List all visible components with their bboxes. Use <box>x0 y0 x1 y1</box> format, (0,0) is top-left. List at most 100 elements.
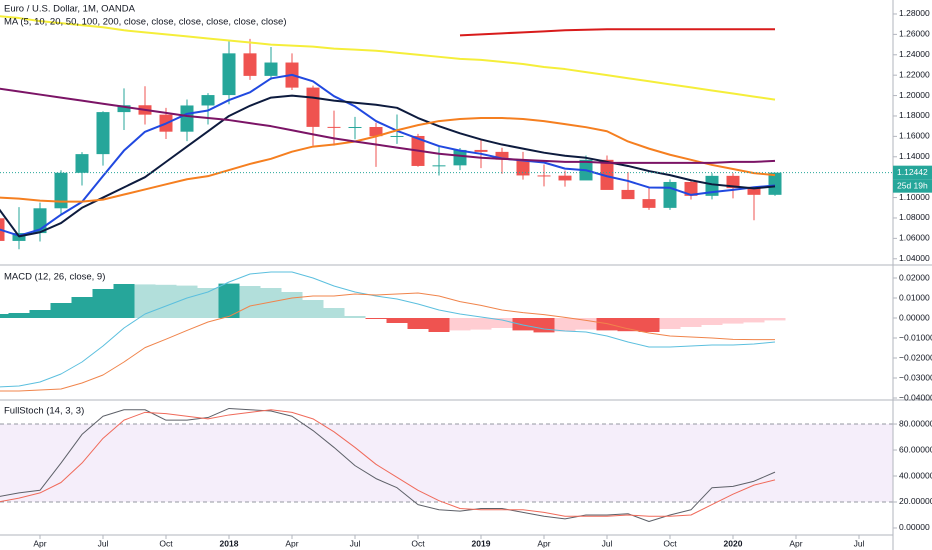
histogram-bar <box>386 318 408 323</box>
histogram-bar <box>365 318 387 319</box>
chart-title: Euro / U.S. Dollar, 1M, OANDA <box>4 4 136 15</box>
y-tick-label: 1.04000 <box>899 253 930 263</box>
candle-body <box>327 126 341 128</box>
histogram-bar <box>428 318 450 332</box>
histogram-bar <box>218 283 240 318</box>
y-tick-label: 1.10000 <box>899 192 930 202</box>
histogram-bar <box>722 318 744 324</box>
histogram-bar <box>8 313 30 318</box>
y-tick-label: 1.18000 <box>899 110 930 120</box>
candle-body <box>516 159 530 176</box>
candle-body <box>642 199 656 208</box>
histogram-bar <box>323 308 345 318</box>
stoch-legend: FullStoch (14, 3, 3) <box>4 406 84 417</box>
candle-body <box>201 95 215 106</box>
candle-body <box>390 135 404 137</box>
histogram-bar <box>554 318 576 332</box>
moving-average <box>0 87 776 164</box>
x-tick-label: 2019 <box>472 538 491 548</box>
y-tick-label: 0.00000 <box>899 312 930 322</box>
histogram-bar <box>344 316 366 318</box>
x-tick-label: Jul <box>854 538 865 548</box>
y-tick-label: −0.02000 <box>899 352 932 362</box>
candle-body <box>306 87 320 127</box>
candle-body <box>180 105 194 132</box>
axes: 1.28000 1.26000 1.24000 1.22000 1.20000 1.180… <box>33 8 932 548</box>
stoch-pane <box>0 407 893 522</box>
y-tick-label: 0.01000 <box>899 292 930 302</box>
histogram-bar <box>197 288 219 318</box>
stoch-line <box>0 407 776 522</box>
candle-body <box>348 126 362 128</box>
histogram-bar <box>575 318 597 330</box>
macd-line <box>0 271 776 388</box>
histogram-bar <box>71 297 93 318</box>
y-tick-label: 1.28000 <box>899 8 930 18</box>
candle-body <box>96 112 110 155</box>
moving-average <box>459 28 775 37</box>
y-tick-label: 1.22000 <box>899 69 930 79</box>
histogram-bar <box>92 289 114 318</box>
moving-average <box>0 94 776 238</box>
candle-body <box>432 165 446 167</box>
y-tick-label: 40.00000 <box>899 470 932 480</box>
y-tick-label: 1.06000 <box>899 233 930 243</box>
y-tick-label: 1.14000 <box>899 151 930 161</box>
x-tick-label: Jul <box>350 538 361 548</box>
x-tick-label: Apr <box>537 538 550 548</box>
y-tick-label: −0.04000 <box>899 392 932 402</box>
band-fill <box>0 424 893 502</box>
x-tick-label: Oct <box>411 538 425 548</box>
macd-legend: MACD (12, 26, close, 9) <box>4 272 105 283</box>
macd-line <box>0 292 775 392</box>
candle-body <box>75 154 89 173</box>
candle-body <box>747 188 761 195</box>
y-tick-label: 80.00000 <box>899 418 932 428</box>
countdown-label: 25d 19h <box>897 180 928 190</box>
candle-body <box>243 53 257 76</box>
moving-average <box>0 73 776 237</box>
histogram-bar <box>260 288 282 318</box>
y-tick-label: −0.01000 <box>899 332 932 342</box>
histogram-bar <box>491 318 513 328</box>
histogram-bar <box>680 318 702 327</box>
x-tick-label: 2018 <box>220 538 239 548</box>
histogram-bar <box>596 318 618 331</box>
histogram-bar <box>407 318 429 329</box>
candle-body <box>369 126 383 137</box>
y-tick-label: −0.03000 <box>899 372 932 382</box>
x-tick-label: Apr <box>789 538 802 548</box>
candle-body <box>600 159 614 190</box>
candle-body <box>54 172 68 209</box>
x-tick-label: Apr <box>33 538 46 548</box>
price-pane <box>0 15 893 250</box>
histogram-bar <box>764 318 786 321</box>
histogram-bar <box>113 284 135 318</box>
histogram-bar <box>0 314 9 318</box>
y-tick-label: 1.26000 <box>899 29 930 39</box>
histogram-bar <box>533 318 555 333</box>
candle-body <box>117 105 131 113</box>
histogram-bar <box>134 284 156 318</box>
y-tick-label: 1.24000 <box>899 49 930 59</box>
x-tick-label: 2020 <box>724 538 743 548</box>
candle-body <box>768 172 782 195</box>
histogram-bar <box>659 318 681 329</box>
last-price-box <box>893 165 932 180</box>
candle-body <box>684 181 698 196</box>
candle-body <box>663 181 677 208</box>
histogram-bar <box>638 318 660 332</box>
macd-pane <box>0 271 786 392</box>
moving-average <box>0 15 776 101</box>
y-tick-label: 1.16000 <box>899 131 930 141</box>
x-tick-label: Oct <box>663 538 677 548</box>
countdown-box <box>893 179 932 193</box>
x-tick-label: Jul <box>98 538 109 548</box>
y-tick-label: 0.00000 <box>899 522 930 532</box>
histogram-bar <box>239 286 261 318</box>
x-tick-label: Oct <box>159 538 173 548</box>
ma-legend: MA (5, 10, 20, 50, 100, 200, close, clos… <box>4 17 287 28</box>
histogram-bar <box>155 284 177 318</box>
